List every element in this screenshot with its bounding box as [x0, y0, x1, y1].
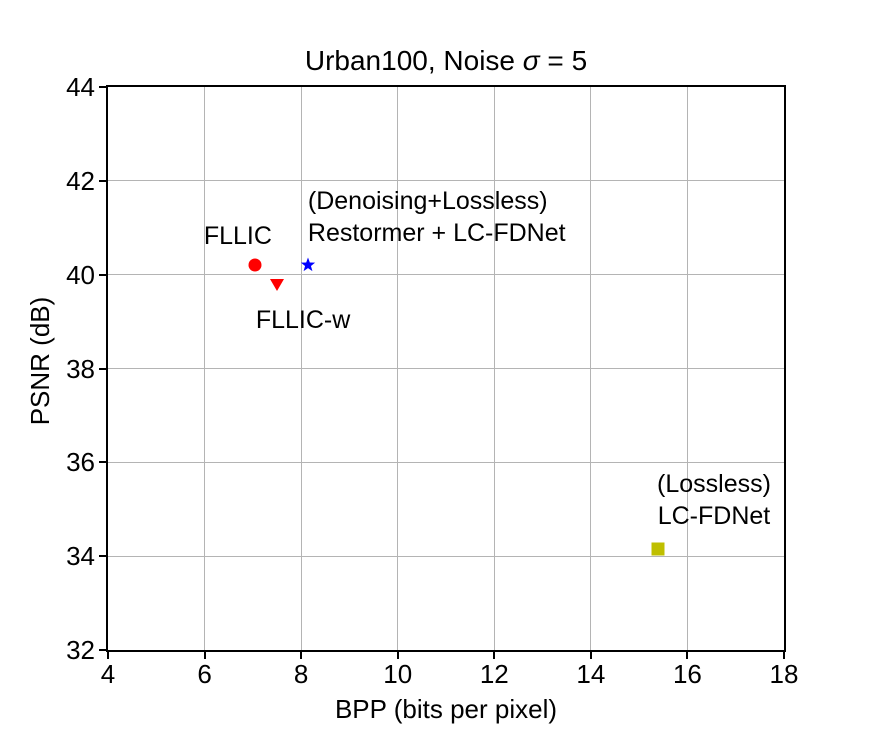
- y-gridline: [108, 274, 784, 276]
- x-tick-mark: [589, 652, 592, 659]
- x-tick-label: 18: [769, 659, 799, 689]
- marker-star-restormer-lc-fdnet: [300, 257, 316, 273]
- chart-title-suffix: = 5: [539, 45, 588, 76]
- annotation-line: (Denoising+Lossless): [307, 187, 548, 216]
- y-gridline: [108, 461, 784, 463]
- y-tick-mark: [99, 273, 106, 276]
- x-tick-label: 16: [672, 659, 702, 689]
- y-tick-label: 36: [66, 447, 95, 478]
- y-gridline: [108, 180, 784, 182]
- marker-triangle-down-fllic-w: [269, 276, 285, 292]
- y-tick-label: 38: [66, 353, 95, 384]
- chart-title-prefix: Urban100, Noise: [304, 45, 523, 76]
- x-tick-mark: [493, 652, 496, 659]
- y-tick-mark: [99, 461, 106, 464]
- y-tick-mark: [99, 555, 106, 558]
- x-tick-mark: [783, 652, 785, 659]
- y-tick-mark: [99, 179, 106, 182]
- x-tick-mark: [107, 652, 109, 659]
- x-tick-label: 10: [383, 659, 413, 689]
- annotation-line: FLLIC: [203, 222, 272, 251]
- y-tick-label: 40: [66, 259, 95, 290]
- annotation-line: LC-FDNet: [657, 501, 771, 530]
- sigma-symbol: σ: [522, 45, 540, 76]
- y-tick-label: 44: [66, 72, 95, 102]
- x-tick-label: 14: [576, 659, 606, 689]
- x-tick-label: 6: [197, 659, 212, 689]
- y-tick-mark: [99, 649, 106, 651]
- x-tick-mark: [203, 652, 206, 659]
- annotation-line: (Lossless): [657, 469, 771, 498]
- annotation-fllic: FLLIC: [204, 220, 272, 252]
- y-tick-label: 34: [66, 541, 95, 572]
- y-tick-mark: [99, 86, 106, 88]
- annotation-line: Restormer + LC-FDNet: [307, 219, 566, 248]
- x-axis-label: BPP (bits per pixel): [334, 694, 558, 724]
- y-gridline: [108, 555, 784, 557]
- y-tick-mark: [99, 367, 106, 370]
- x-tick-label: 8: [293, 659, 309, 689]
- annotation-line: FLLIC-w: [255, 306, 351, 335]
- chart-title: Urban100, Noise σ = 5: [106, 44, 786, 78]
- x-tick-mark: [300, 652, 303, 659]
- y-tick-label: 32: [66, 635, 95, 665]
- annotation-lc-fdnet: (Lossless) LC-FDNet: [657, 468, 771, 532]
- marker-circle-fllic: [247, 257, 263, 273]
- plot-area: [106, 85, 786, 652]
- x-tick-label: 4: [100, 659, 116, 689]
- y-gridline: [108, 368, 784, 369]
- x-tick-mark: [686, 652, 689, 659]
- annotation-restormer-lc-fdnet: (Denoising+Lossless) Restormer + LC-FDNet: [308, 185, 566, 249]
- x-tick-mark: [396, 652, 399, 659]
- annotation-fllic-w: FLLIC-w: [256, 304, 350, 336]
- x-tick-label: 12: [479, 659, 509, 689]
- y-tick-label: 42: [66, 165, 95, 196]
- marker-square-lc-fdnet: [650, 541, 666, 557]
